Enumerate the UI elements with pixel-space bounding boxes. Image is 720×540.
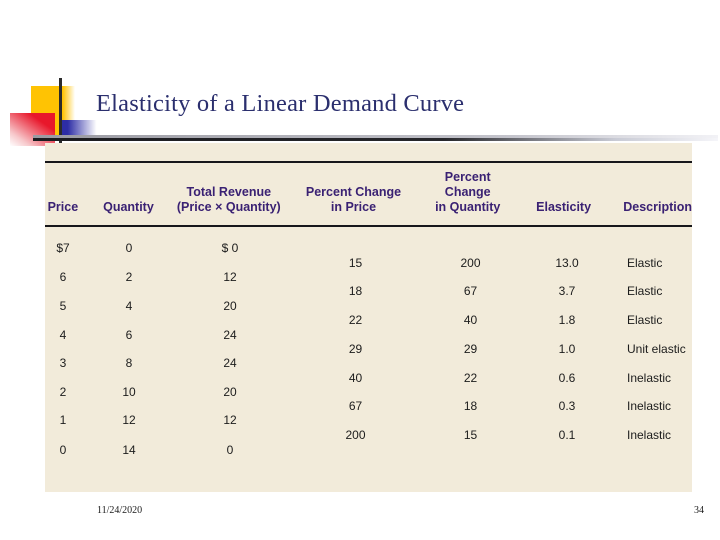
cell-price: 3 — [59, 356, 67, 370]
table-between-row: 200 15 0.1 Inelastic — [45, 428, 692, 442]
table-between-row: 29 29 1.0 Unit elastic — [45, 342, 692, 356]
cell-revenue: 24 — [223, 356, 237, 370]
slide-title: Elasticity of a Linear Demand Curve — [96, 90, 465, 117]
table-between-row: 18 67 3.7 Elastic — [45, 284, 692, 298]
cell-elasticity: 1.0 — [558, 342, 576, 356]
cell-revenue: $ 0 — [221, 241, 239, 255]
table-row: 0 14 0 — [45, 443, 692, 457]
header-elasticity: Elasticity — [536, 200, 592, 214]
cell-description: Elastic — [627, 313, 663, 327]
cell-description: Unit elastic — [627, 342, 686, 356]
cell-price: 2 — [59, 385, 67, 399]
header-percent-change-quantity: Percent Change in Quantity — [435, 170, 501, 214]
header-description: Description — [623, 200, 692, 214]
cell-quantity: 2 — [125, 270, 133, 284]
cell-elasticity: 1.8 — [558, 313, 576, 327]
vertical-line-decoration — [59, 78, 62, 146]
cell-revenue: 24 — [223, 328, 237, 342]
cell-pct-price: 29 — [348, 342, 363, 356]
cell-quantity: 10 — [122, 385, 136, 399]
cell-revenue: 12 — [223, 270, 237, 284]
cell-revenue: 0 — [226, 443, 234, 457]
cell-price: 4 — [59, 328, 67, 342]
cell-elasticity: 3.7 — [558, 284, 576, 298]
blue-bar-decoration — [61, 120, 98, 138]
cell-quantity: 12 — [122, 413, 136, 427]
cell-revenue: 12 — [223, 413, 237, 427]
table-between-row: 15 200 13.0 Elastic — [45, 256, 692, 270]
table-row: 5 4 20 — [45, 299, 692, 313]
cell-pct-quantity: 29 — [463, 342, 478, 356]
table-between-row: 67 18 0.3 Inelastic — [45, 399, 692, 413]
cell-price: 5 — [59, 299, 67, 313]
cell-pct-price: 22 — [348, 313, 363, 327]
cell-quantity: 6 — [125, 328, 133, 342]
cell-pct-price: 15 — [348, 256, 363, 270]
cell-revenue: 20 — [223, 385, 237, 399]
cell-pct-quantity: 67 — [463, 284, 478, 298]
cell-description: Inelastic — [627, 428, 672, 442]
header-total-revenue: Total Revenue (Price × Quantity) — [176, 185, 281, 214]
cell-pct-price: 67 — [348, 399, 363, 413]
cell-pct-quantity: 15 — [463, 428, 478, 442]
table-row: 3 8 24 — [45, 356, 692, 370]
cell-quantity: 14 — [122, 443, 136, 457]
cell-price: $7 — [56, 241, 70, 255]
table-top-rule — [45, 161, 692, 163]
cell-description: Inelastic — [627, 399, 672, 413]
cell-price: 0 — [59, 443, 67, 457]
cell-elasticity: 13.0 — [555, 256, 579, 270]
cell-quantity: 8 — [125, 356, 133, 370]
table-header-row: Price Quantity Total Revenue (Price × Qu… — [45, 163, 692, 215]
red-square-decoration — [10, 113, 55, 146]
title-rule-highlight — [33, 135, 718, 138]
table-row: 1 12 12 — [45, 413, 692, 427]
cell-pct-quantity: 18 — [463, 399, 478, 413]
cell-elasticity: 0.3 — [558, 399, 576, 413]
cell-description: Inelastic — [627, 371, 672, 385]
cell-pct-price: 40 — [348, 371, 363, 385]
table-row: 4 6 24 — [45, 328, 692, 342]
title-rule — [33, 138, 718, 141]
table-row: $7 0 $ 0 — [45, 241, 692, 255]
cell-pct-quantity: 40 — [463, 313, 478, 327]
cell-pct-quantity: 200 — [460, 256, 481, 270]
cell-price: 1 — [59, 413, 67, 427]
cell-description: Elastic — [627, 256, 663, 270]
table-header-rule — [45, 225, 692, 227]
table-between-row: 22 40 1.8 Elastic — [45, 313, 692, 327]
cell-pct-price: 18 — [348, 284, 363, 298]
cell-pct-quantity: 22 — [463, 371, 478, 385]
cell-quantity: 0 — [125, 241, 133, 255]
header-quantity: Quantity — [103, 200, 154, 214]
table-panel: Price Quantity Total Revenue (Price × Qu… — [45, 143, 692, 492]
header-price: Price — [47, 200, 79, 214]
header-percent-change-price: Percent Change in Price — [305, 185, 402, 214]
cell-revenue: 20 — [223, 299, 237, 313]
table-row: 6 2 12 — [45, 270, 692, 284]
footer-date: 11/24/2020 — [97, 505, 143, 516]
cell-description: Elastic — [627, 284, 663, 298]
cell-quantity: 4 — [125, 299, 133, 313]
footer-page-number: 34 — [694, 505, 704, 516]
table-row: 2 10 20 — [45, 385, 692, 399]
cell-elasticity: 0.6 — [558, 371, 576, 385]
cell-elasticity: 0.1 — [558, 428, 576, 442]
cell-pct-price: 200 — [345, 428, 366, 442]
cell-price: 6 — [59, 270, 67, 284]
table-between-row: 40 22 0.6 Inelastic — [45, 371, 692, 385]
